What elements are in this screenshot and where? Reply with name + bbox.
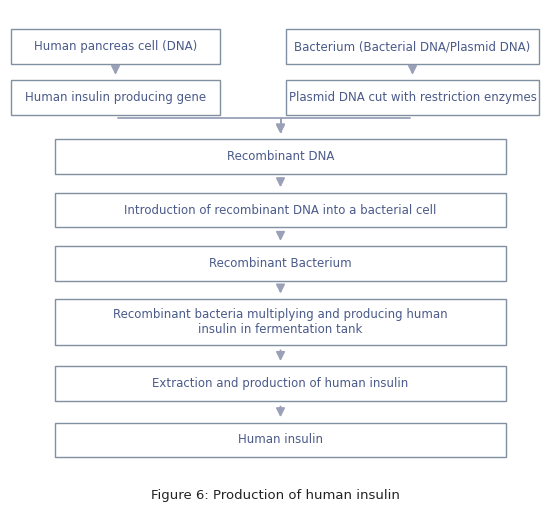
Text: Human insulin: Human insulin xyxy=(238,433,323,447)
Bar xyxy=(11,80,220,115)
Text: Human insulin producing gene: Human insulin producing gene xyxy=(25,91,206,104)
Bar xyxy=(55,423,506,457)
Text: Recombinant DNA: Recombinant DNA xyxy=(227,150,334,163)
Text: Figure 6: Production of human insulin: Figure 6: Production of human insulin xyxy=(151,489,399,502)
Text: Human pancreas cell (DNA): Human pancreas cell (DNA) xyxy=(34,40,197,53)
Text: Extraction and production of human insulin: Extraction and production of human insul… xyxy=(152,377,409,390)
Text: Introduction of recombinant DNA into a bacterial cell: Introduction of recombinant DNA into a b… xyxy=(124,203,437,217)
Bar xyxy=(286,29,539,64)
Text: Plasmid DNA cut with restriction enzymes: Plasmid DNA cut with restriction enzymes xyxy=(289,91,536,104)
Bar xyxy=(286,80,539,115)
Bar xyxy=(55,366,506,401)
Bar xyxy=(55,139,506,174)
Bar xyxy=(55,193,506,227)
Bar xyxy=(11,29,220,64)
Text: Bacterium (Bacterial DNA/Plasmid DNA): Bacterium (Bacterial DNA/Plasmid DNA) xyxy=(294,40,531,53)
Text: Recombinant Bacterium: Recombinant Bacterium xyxy=(209,257,352,270)
Text: Recombinant bacteria multiplying and producing human
insulin in fermentation tan: Recombinant bacteria multiplying and pro… xyxy=(113,308,448,336)
Bar xyxy=(55,299,506,345)
Bar xyxy=(55,246,506,281)
